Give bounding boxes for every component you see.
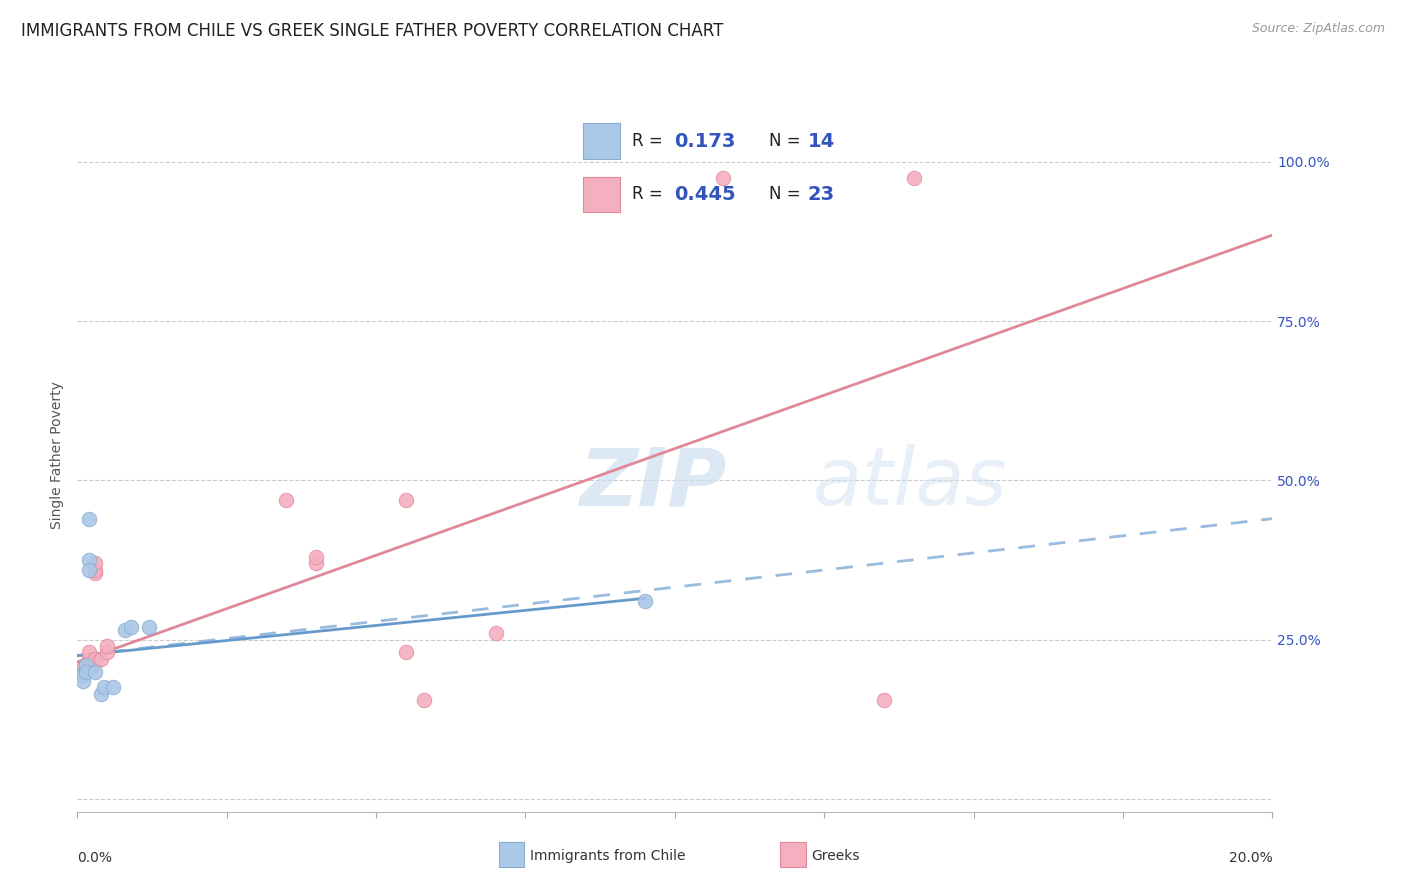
Point <box>75 658 97 673</box>
Point <box>903 170 925 185</box>
Point <box>72 667 94 681</box>
Point <box>305 556 328 570</box>
Point <box>120 620 142 634</box>
Text: IMMIGRANTS FROM CHILE VS GREEK SINGLE FATHER POVERTY CORRELATION CHART: IMMIGRANTS FROM CHILE VS GREEK SINGLE FA… <box>21 22 724 40</box>
Point <box>79 661 101 675</box>
Point <box>90 652 112 666</box>
Point <box>90 687 112 701</box>
Text: Greeks: Greeks <box>811 849 859 863</box>
Point <box>276 492 298 507</box>
Text: Immigrants from Chile: Immigrants from Chile <box>530 849 686 863</box>
Point <box>485 626 508 640</box>
Point <box>79 553 101 567</box>
Point <box>84 556 107 570</box>
Point <box>395 645 418 659</box>
Text: Source: ZipAtlas.com: Source: ZipAtlas.com <box>1251 22 1385 36</box>
Point <box>711 170 734 185</box>
Text: 0.0%: 0.0% <box>77 851 112 865</box>
Point <box>84 563 107 577</box>
Point <box>84 566 107 580</box>
Point <box>103 681 124 695</box>
Point <box>84 655 107 669</box>
Text: ZIP: ZIP <box>579 444 727 523</box>
Point <box>84 652 107 666</box>
Point <box>79 645 101 659</box>
Point <box>96 645 118 659</box>
Point <box>305 549 328 564</box>
Point <box>873 693 896 707</box>
Text: 20.0%: 20.0% <box>1229 851 1272 865</box>
Point <box>79 563 101 577</box>
Point <box>395 492 418 507</box>
Point <box>93 681 115 695</box>
Point <box>79 655 101 669</box>
Text: atlas: atlas <box>813 444 1007 523</box>
Point <box>72 674 94 689</box>
Point <box>69 667 91 681</box>
Point <box>72 661 94 675</box>
Point <box>84 665 107 679</box>
Point <box>72 665 94 679</box>
Point <box>75 658 97 673</box>
Point <box>75 665 97 679</box>
Point <box>96 639 118 653</box>
Point <box>138 620 160 634</box>
Point <box>634 594 657 608</box>
Point <box>79 511 101 525</box>
Point <box>82 658 104 673</box>
Point <box>114 623 136 637</box>
Point <box>413 693 436 707</box>
Y-axis label: Single Father Poverty: Single Father Poverty <box>51 381 65 529</box>
Point <box>69 667 91 681</box>
Point <box>79 652 101 666</box>
